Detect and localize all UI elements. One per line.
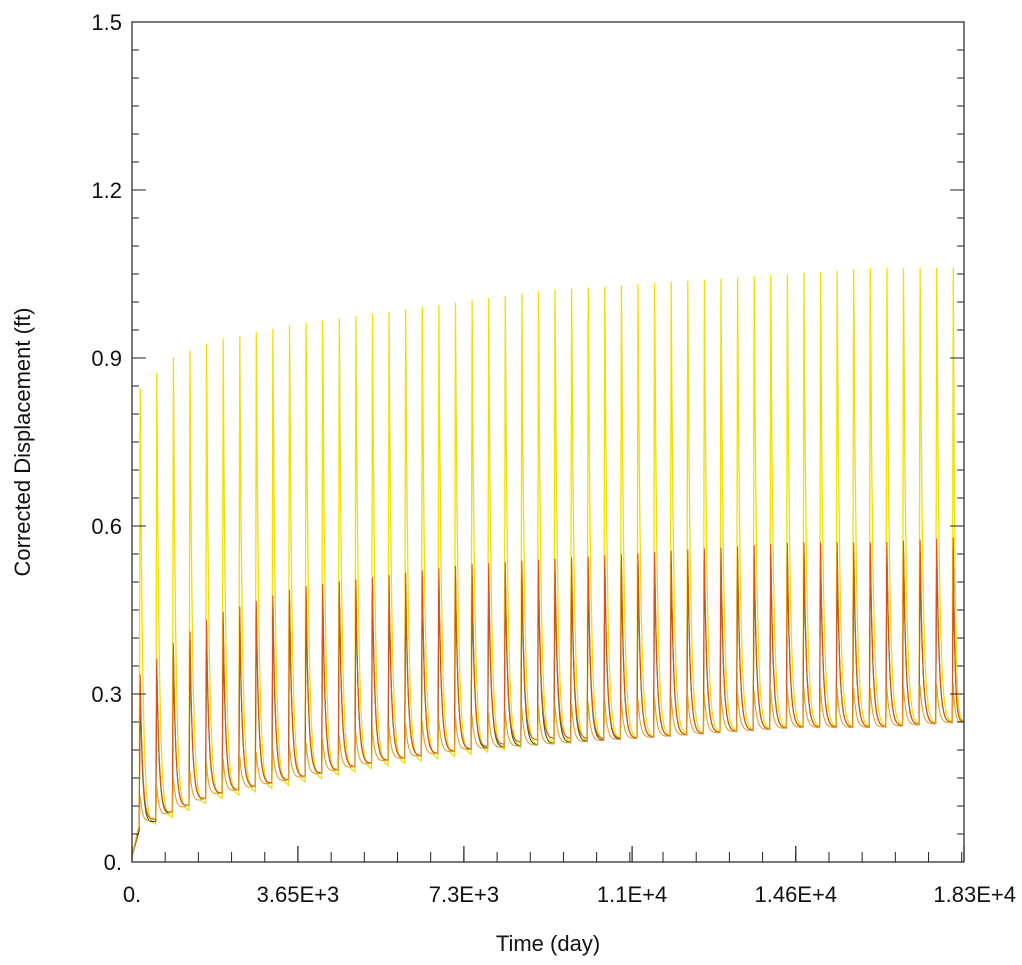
y-tick-label: 0.3: [91, 682, 122, 707]
y-tick-label: 0.6: [91, 514, 122, 539]
x-tick-label: 1.1E+4: [597, 882, 667, 907]
series-layer: [131, 267, 964, 857]
x-tick-label: 1.46E+4: [754, 882, 837, 907]
y-tick-label: 0.9: [91, 346, 122, 371]
y-tick-label: 1.2: [91, 178, 122, 203]
series-line-4: [131, 682, 964, 857]
x-tick-label: 3.65E+3: [257, 882, 340, 907]
x-tick-label: 0.: [123, 882, 141, 907]
x-axis-label: Time (day): [496, 931, 600, 956]
y-tick-label: 0.: [104, 850, 122, 875]
y-tick-label: 1.5: [91, 10, 122, 35]
y-axis-label: Corrected Displacement (ft): [10, 308, 35, 577]
x-tick-label: 1.83E+4: [933, 882, 1016, 907]
x-tick-label: 7.3E+3: [429, 882, 499, 907]
tick-layer: 0. 0.3 0.6 0.9 1.2 1.5 0. 3.65E+3 7.3E+3 1.1E+4 1.…: [91, 10, 1016, 907]
